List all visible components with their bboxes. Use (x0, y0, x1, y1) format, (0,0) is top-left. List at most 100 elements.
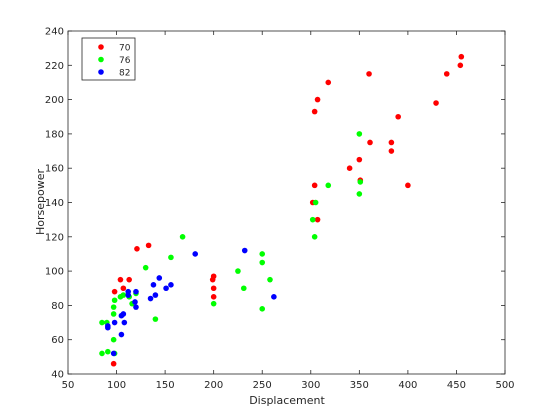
data-point (311, 108, 318, 115)
data-point (271, 294, 277, 300)
y-tick-label: 100 (45, 267, 64, 278)
y-tick-label: 80 (51, 301, 64, 312)
data-point (210, 294, 217, 300)
data-point (241, 247, 248, 254)
data-point (110, 360, 117, 367)
data-point (110, 304, 117, 310)
data-point (147, 295, 154, 302)
y-axis: 40 60 80 100 120 140 160 180 200 220 240 (45, 27, 505, 381)
data-point (259, 306, 266, 312)
data-point (117, 276, 124, 283)
data-point (346, 165, 353, 171)
legend-box (81, 37, 136, 81)
y-tick-label: 40 (51, 370, 64, 381)
data-point (311, 182, 318, 189)
y-tick-label: 60 (51, 335, 64, 346)
data-point (309, 216, 316, 223)
plot-area (67, 30, 506, 375)
data-point (325, 79, 332, 86)
y-tick-label: 180 (45, 129, 64, 140)
x-tick-label: 500 (495, 380, 514, 391)
data-point (134, 246, 140, 252)
y-tick-label: 120 (45, 232, 64, 243)
y-tick-label: 200 (45, 95, 64, 106)
data-point (443, 71, 450, 77)
y-tick-label: 220 (45, 61, 64, 72)
x-tick-label: 400 (398, 380, 417, 391)
x-tick-label: 100 (107, 380, 126, 391)
data-point (405, 182, 411, 189)
data-point (111, 297, 118, 304)
data-point (145, 242, 152, 249)
data-point (235, 268, 241, 274)
y-tick-label: 240 (45, 27, 64, 38)
x-tick-label: 250 (253, 380, 272, 391)
data-point (259, 259, 266, 266)
data-point (210, 300, 217, 307)
x-tick-label: 200 (204, 380, 223, 391)
legend-label: 82 (119, 69, 130, 79)
x-tick-label: 50 (62, 380, 75, 391)
data-point (457, 62, 464, 69)
data-point (314, 96, 321, 103)
data-points (99, 53, 465, 367)
x-tick-label: 450 (447, 380, 466, 391)
x-tick-label: 300 (301, 380, 320, 391)
data-point (367, 139, 373, 146)
data-point (120, 292, 127, 298)
data-point (132, 299, 138, 305)
data-point (156, 275, 163, 281)
data-point (210, 285, 217, 292)
data-point (105, 348, 111, 355)
data-point (357, 179, 364, 185)
data-point (110, 311, 117, 317)
legend-marker (98, 56, 104, 63)
data-point (99, 319, 105, 326)
data-point (152, 292, 159, 298)
data-point (110, 336, 117, 343)
data-point (111, 288, 118, 295)
data-point (458, 53, 465, 60)
x-tick-label: 350 (350, 380, 369, 391)
data-point (259, 251, 266, 257)
data-point (126, 276, 132, 283)
data-point (120, 285, 127, 292)
data-point (433, 100, 439, 106)
y-tick-label: 140 (45, 198, 64, 209)
data-point (133, 304, 139, 310)
x-axis-label: Displacement (249, 394, 325, 407)
data-point (267, 276, 273, 283)
data-point (311, 234, 318, 240)
data-point (325, 182, 332, 189)
data-point (395, 113, 401, 120)
data-point (163, 285, 169, 292)
data-point (312, 199, 319, 206)
data-point (120, 311, 127, 317)
data-point (388, 148, 395, 154)
data-point (152, 316, 159, 322)
data-point (179, 234, 186, 240)
data-point (110, 350, 117, 357)
y-axis-label: Horsepower (34, 169, 47, 235)
data-point (121, 319, 128, 326)
data-point (388, 139, 395, 146)
x-axis: 50 100 150 200 250 300 350 400 450 500 (62, 31, 515, 391)
data-point (366, 71, 372, 77)
data-point (133, 288, 139, 295)
legend-marker (98, 44, 104, 50)
data-point (192, 251, 199, 257)
data-point (240, 285, 247, 292)
data-point (168, 254, 174, 261)
data-point (356, 131, 363, 137)
data-point (105, 324, 111, 331)
data-point (210, 273, 217, 280)
data-point (356, 156, 363, 163)
data-point (99, 350, 105, 357)
x-tick-label: 150 (156, 380, 175, 391)
legend-marker (98, 69, 104, 75)
data-point (150, 282, 157, 288)
data-point (168, 282, 174, 288)
data-point (142, 264, 149, 271)
data-point (356, 191, 363, 197)
